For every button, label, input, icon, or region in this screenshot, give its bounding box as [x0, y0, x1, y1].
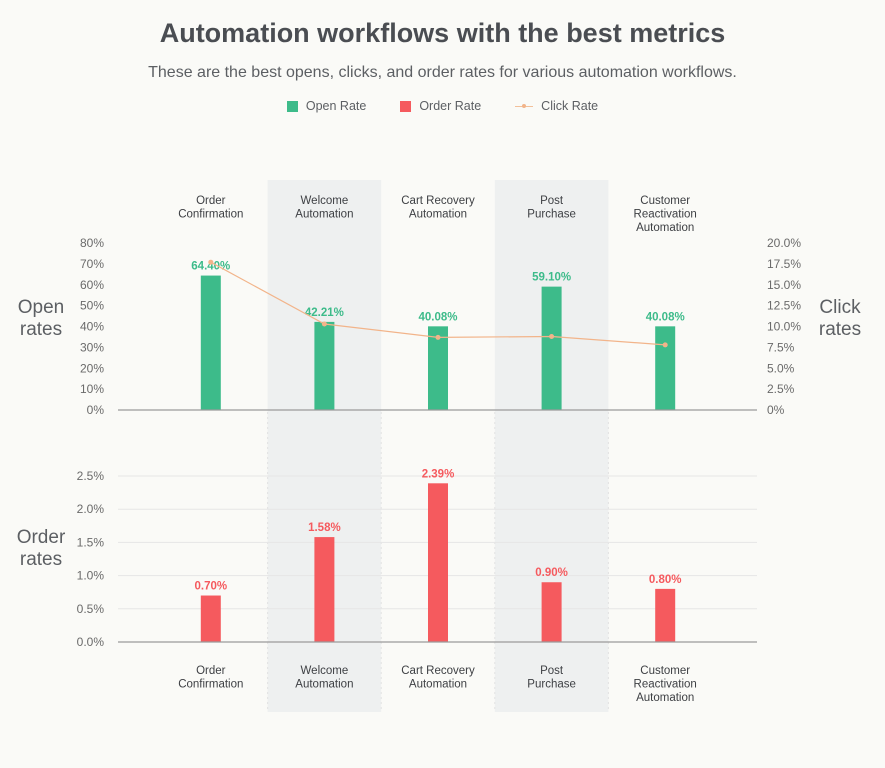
order-rate-bar	[428, 483, 448, 642]
category-label-bottom: Automation	[636, 692, 694, 704]
open-rate-bar	[314, 321, 335, 410]
y-tick-label-left: 2.0%	[77, 502, 105, 516]
open-rate-data-label: 42.21%	[305, 307, 344, 319]
y-tick-label-left: 0.5%	[77, 602, 105, 616]
category-label-top: Customer	[640, 195, 690, 207]
y-tick-label-left: 10%	[80, 382, 104, 396]
y-tick-label-right: 12.5%	[767, 299, 801, 313]
y-tick-label-right: 20.0%	[767, 236, 801, 250]
legend-label-open-rate: Open Rate	[305, 99, 367, 113]
click-rate-point	[435, 334, 441, 340]
open-rate-data-label: 59.10%	[532, 272, 571, 284]
category-label-bottom: Automation	[409, 679, 467, 691]
category-label-bottom: Welcome	[301, 665, 349, 677]
order-rate-data-label: 1.58%	[308, 522, 341, 534]
y-axis-title-left: Order	[17, 527, 66, 548]
category-label-top: Automation	[636, 222, 694, 234]
chart-subtitle: These are the best opens, clicks, and or…	[148, 64, 737, 81]
y-tick-label-left: 1.0%	[77, 569, 105, 583]
y-tick-label-left: 80%	[80, 236, 104, 250]
y-tick-label-left: 0.0%	[77, 635, 105, 649]
order-rate-data-label: 0.90%	[535, 567, 568, 579]
y-axis-title-left: rates	[20, 319, 62, 340]
y-tick-label-right: 2.5%	[767, 382, 795, 396]
legend-swatch-open-rate	[286, 100, 298, 112]
open-rate-data-label: 40.08%	[646, 311, 685, 323]
category-label-top: Order	[196, 195, 226, 207]
open-rate-bar	[655, 326, 676, 410]
category-label-bottom: Post	[540, 665, 564, 677]
y-axis-title-right: rates	[819, 319, 861, 340]
y-tick-label-right: 7.5%	[767, 340, 795, 354]
y-axis-title-left: Open	[18, 297, 64, 318]
y-tick-label-right: 0%	[767, 403, 785, 417]
category-label-bottom: Order	[196, 665, 226, 677]
order-rate-bar	[541, 582, 562, 642]
y-tick-label-right: 17.5%	[767, 257, 801, 271]
y-tick-label-left: 0%	[87, 403, 105, 417]
order-rate-data-label: 0.80%	[649, 574, 682, 586]
legend: Open Rate Order Rate Click Rate	[0, 99, 885, 113]
category-label-top: Reactivation	[634, 209, 697, 221]
open-rate-bar	[428, 326, 448, 410]
category-label-top: Post	[540, 195, 564, 207]
y-tick-label-left: 60%	[80, 278, 104, 292]
category-label-top: Automation	[295, 209, 353, 221]
click-rate-point	[321, 321, 327, 327]
y-tick-label-left: 70%	[80, 257, 104, 271]
y-axis-title-right: Click	[819, 297, 861, 318]
y-tick-label-left: 1.5%	[77, 535, 105, 549]
category-label-top: Automation	[409, 209, 467, 221]
legend-swatch-click-rate	[515, 101, 534, 112]
legend-label-click-rate: Click Rate	[541, 99, 599, 113]
click-rate-point	[662, 342, 668, 348]
category-label-bottom: Customer	[640, 665, 690, 677]
category-label-top: Purchase	[527, 209, 576, 221]
order-rate-data-label: 0.70%	[194, 581, 227, 593]
order-rate-bar	[200, 595, 221, 642]
open-rate-bar	[200, 275, 221, 410]
category-label-bottom: Reactivation	[634, 679, 697, 691]
y-tick-label-right: 10.0%	[767, 320, 801, 334]
category-label-bottom: Confirmation	[178, 679, 243, 691]
y-tick-label-left: 50%	[80, 299, 104, 313]
category-label-bottom: Purchase	[527, 679, 576, 691]
chart-title: Automation workflows with the best metri…	[159, 18, 726, 48]
open-rate-bar	[541, 286, 562, 410]
y-tick-label-right: 15.0%	[767, 278, 801, 292]
legend-item-click-rate[interactable]: Click Rate	[515, 99, 598, 113]
y-tick-label-left: 20%	[80, 361, 104, 375]
y-tick-label-left: 40%	[80, 320, 104, 334]
category-label-top: Confirmation	[178, 209, 243, 221]
legend-item-order-rate[interactable]: Order Rate	[400, 99, 481, 113]
category-label-top: Welcome	[301, 195, 349, 207]
order-rate-bar	[655, 588, 676, 642]
category-label-bottom: Automation	[295, 679, 353, 691]
y-axis-title-left: rates	[20, 549, 62, 570]
click-rate-point	[208, 259, 214, 265]
legend-item-open-rate[interactable]: Open Rate	[286, 99, 367, 113]
y-tick-label-right: 5.0%	[767, 361, 795, 375]
legend-swatch-order-rate	[400, 100, 412, 112]
click-rate-point	[549, 334, 555, 340]
legend-label-order-rate: Order Rate	[419, 99, 482, 113]
y-tick-label-left: 30%	[80, 340, 104, 354]
y-tick-label-left: 2.5%	[77, 469, 105, 483]
order-rate-data-label: 2.39%	[422, 468, 455, 480]
open-rate-data-label: 64.40%	[191, 261, 230, 273]
order-rate-bar	[314, 537, 335, 642]
open-rate-data-label: 40.08%	[418, 311, 457, 323]
category-label-top: Cart Recovery	[401, 195, 475, 207]
category-label-bottom: Cart Recovery	[401, 665, 475, 677]
